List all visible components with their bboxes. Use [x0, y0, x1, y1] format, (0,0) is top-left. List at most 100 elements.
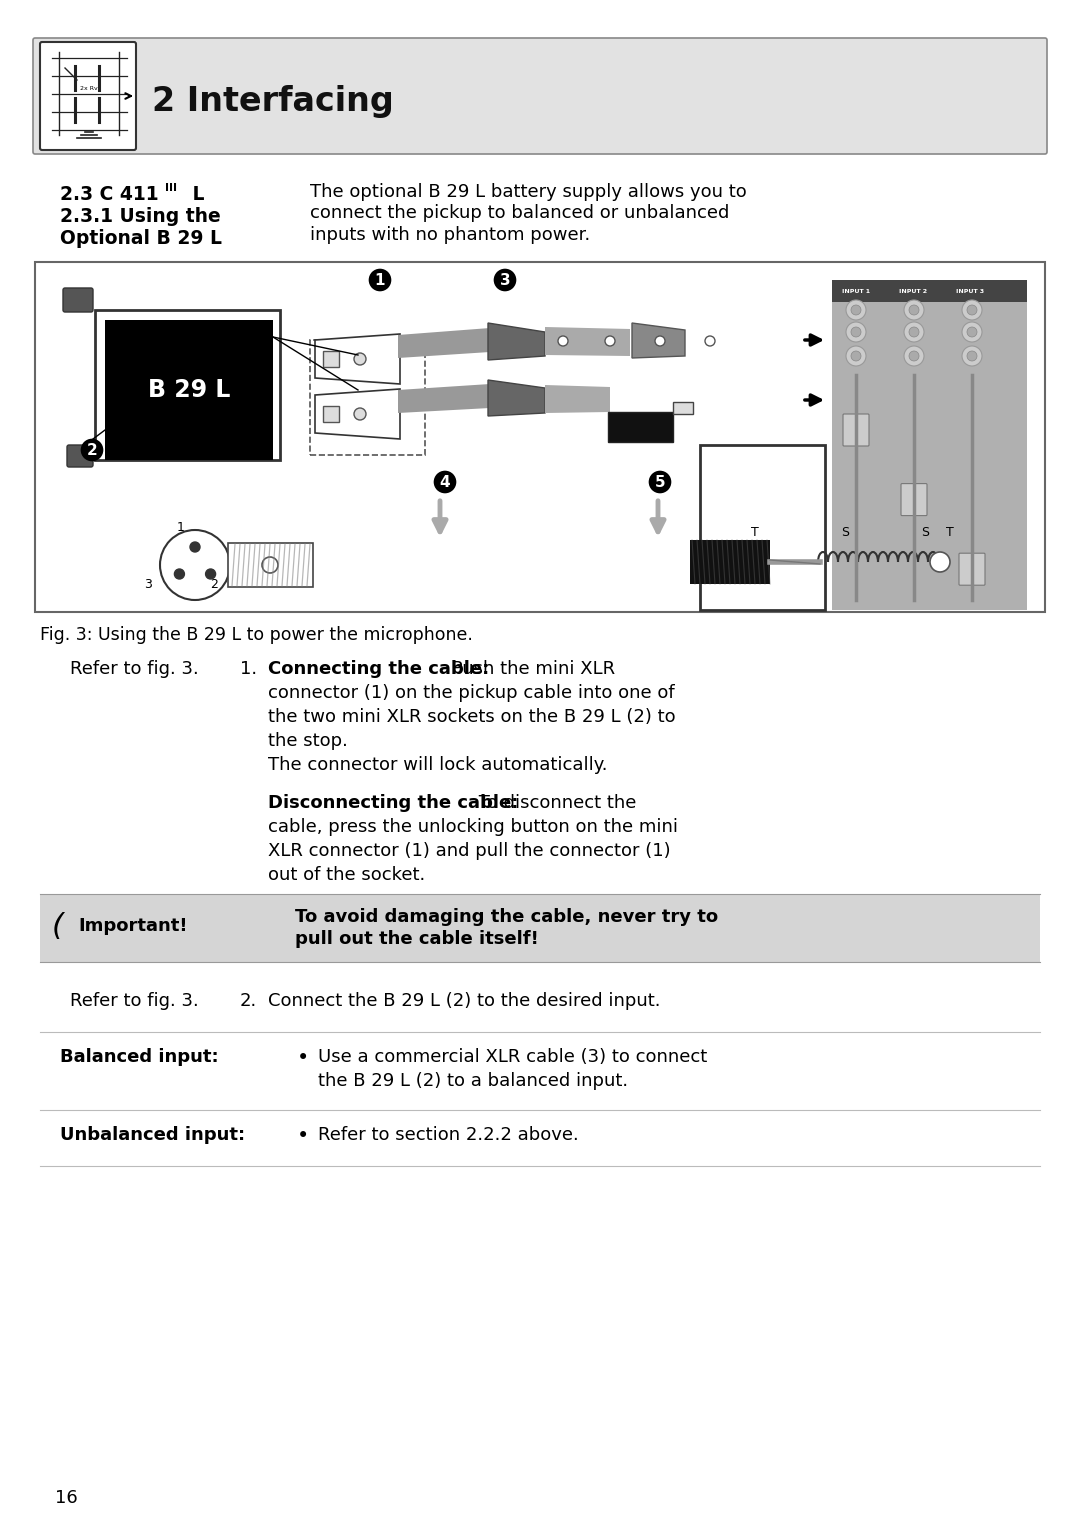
- Text: To avoid damaging the cable, never try to: To avoid damaging the cable, never try t…: [295, 908, 718, 926]
- Text: 3: 3: [144, 577, 152, 591]
- FancyBboxPatch shape: [901, 484, 927, 516]
- Circle shape: [654, 337, 665, 346]
- Circle shape: [962, 321, 982, 343]
- Polygon shape: [315, 334, 400, 384]
- Text: out of the socket.: out of the socket.: [268, 867, 426, 883]
- Circle shape: [851, 350, 861, 361]
- Bar: [323, 407, 339, 422]
- Circle shape: [909, 305, 919, 315]
- Circle shape: [846, 321, 866, 343]
- Bar: [310, 340, 426, 455]
- Text: S: S: [841, 525, 849, 539]
- Circle shape: [962, 346, 982, 366]
- Text: L: L: [186, 184, 204, 204]
- Text: Connect the B 29 L (2) to the desired input.: Connect the B 29 L (2) to the desired in…: [268, 991, 661, 1010]
- Text: INPUT 3: INPUT 3: [956, 288, 984, 294]
- Circle shape: [851, 327, 861, 337]
- Text: 4: 4: [440, 475, 450, 489]
- Circle shape: [354, 353, 366, 366]
- Circle shape: [846, 346, 866, 366]
- Text: INPUT 1: INPUT 1: [842, 288, 870, 294]
- Text: Fig. 3: Using the B 29 L to power the microphone.: Fig. 3: Using the B 29 L to power the mi…: [40, 626, 473, 644]
- Text: 2x Rv: 2x Rv: [80, 85, 98, 90]
- Circle shape: [846, 300, 866, 320]
- Text: Unbalanced input:: Unbalanced input:: [60, 1125, 245, 1144]
- Text: the B 29 L (2) to a balanced input.: the B 29 L (2) to a balanced input.: [318, 1072, 629, 1090]
- Text: S: S: [921, 525, 929, 539]
- Circle shape: [967, 350, 977, 361]
- FancyBboxPatch shape: [959, 553, 985, 585]
- Bar: [700, 445, 825, 611]
- Text: 3: 3: [500, 273, 511, 288]
- Circle shape: [354, 408, 366, 420]
- Text: inputs with no phantom power.: inputs with no phantom power.: [310, 225, 591, 244]
- Bar: [40, 894, 1040, 963]
- Text: Refer to fig. 3.: Refer to fig. 3.: [70, 659, 199, 678]
- Bar: [105, 320, 273, 460]
- Text: Refer to fig. 3.: Refer to fig. 3.: [70, 991, 199, 1010]
- Text: cable, press the unlocking button on the mini: cable, press the unlocking button on the…: [268, 818, 678, 836]
- Polygon shape: [545, 327, 630, 356]
- Text: pull out the cable itself!: pull out the cable itself!: [295, 931, 539, 947]
- FancyBboxPatch shape: [33, 38, 1047, 154]
- Circle shape: [851, 305, 861, 315]
- Circle shape: [558, 337, 568, 346]
- Text: 1: 1: [177, 521, 185, 533]
- Text: Balanced input:: Balanced input:: [60, 1048, 218, 1066]
- Circle shape: [605, 337, 615, 346]
- Text: The connector will lock automatically.: The connector will lock automatically.: [268, 755, 607, 774]
- Polygon shape: [690, 541, 770, 583]
- Circle shape: [174, 570, 185, 579]
- Polygon shape: [315, 388, 400, 439]
- Text: Use a commercial XLR cable (3) to connect: Use a commercial XLR cable (3) to connec…: [318, 1048, 707, 1066]
- Circle shape: [904, 321, 924, 343]
- Circle shape: [909, 327, 919, 337]
- Bar: [323, 350, 339, 367]
- Circle shape: [705, 337, 715, 346]
- FancyBboxPatch shape: [63, 288, 93, 312]
- Circle shape: [930, 551, 950, 573]
- Circle shape: [160, 530, 230, 600]
- Text: •: •: [297, 1048, 309, 1068]
- Text: 1.: 1.: [240, 659, 257, 678]
- Circle shape: [262, 557, 278, 573]
- FancyBboxPatch shape: [843, 414, 869, 446]
- Text: To disconnect the: To disconnect the: [473, 793, 636, 812]
- Bar: [228, 544, 313, 586]
- Text: 2: 2: [210, 577, 218, 591]
- Text: Connecting the cable:: Connecting the cable:: [268, 659, 489, 678]
- Polygon shape: [488, 323, 545, 359]
- Text: Important!: Important!: [78, 917, 188, 935]
- Circle shape: [967, 327, 977, 337]
- Text: the stop.: the stop.: [268, 733, 348, 749]
- Bar: [673, 402, 693, 414]
- Circle shape: [909, 350, 919, 361]
- Text: 2: 2: [86, 443, 97, 457]
- Text: connector (1) on the pickup cable into one of: connector (1) on the pickup cable into o…: [268, 684, 675, 702]
- Text: •: •: [297, 1125, 309, 1145]
- Bar: [35, 262, 1045, 612]
- Text: connect the pickup to balanced or unbalanced: connect the pickup to balanced or unbala…: [310, 204, 729, 222]
- Text: T: T: [751, 525, 759, 539]
- Bar: [832, 280, 1027, 611]
- Polygon shape: [488, 381, 545, 416]
- Text: The optional B 29 L battery supply allows you to: The optional B 29 L battery supply allow…: [310, 183, 746, 201]
- Text: 16: 16: [55, 1489, 78, 1506]
- Text: 2 Interfacing: 2 Interfacing: [152, 84, 394, 117]
- Text: the two mini XLR sockets on the B 29 L (2) to: the two mini XLR sockets on the B 29 L (…: [268, 708, 676, 726]
- Text: B 29 L: B 29 L: [148, 378, 230, 402]
- Text: 2.3 C 411: 2.3 C 411: [60, 184, 159, 204]
- Text: T: T: [946, 525, 954, 539]
- Polygon shape: [545, 385, 610, 413]
- Text: (: (: [52, 911, 64, 941]
- Text: INPUT 2: INPUT 2: [899, 288, 927, 294]
- Text: Push the mini XLR: Push the mini XLR: [446, 659, 616, 678]
- Text: 2.3.1 Using the: 2.3.1 Using the: [60, 207, 220, 225]
- Polygon shape: [399, 384, 490, 413]
- Text: XLR connector (1) and pull the connector (1): XLR connector (1) and pull the connector…: [268, 842, 671, 860]
- Text: 1: 1: [375, 273, 386, 288]
- FancyBboxPatch shape: [40, 43, 136, 149]
- Text: 2.: 2.: [240, 991, 257, 1010]
- Text: Disconnecting the cable:: Disconnecting the cable:: [268, 793, 518, 812]
- Bar: [832, 280, 1027, 302]
